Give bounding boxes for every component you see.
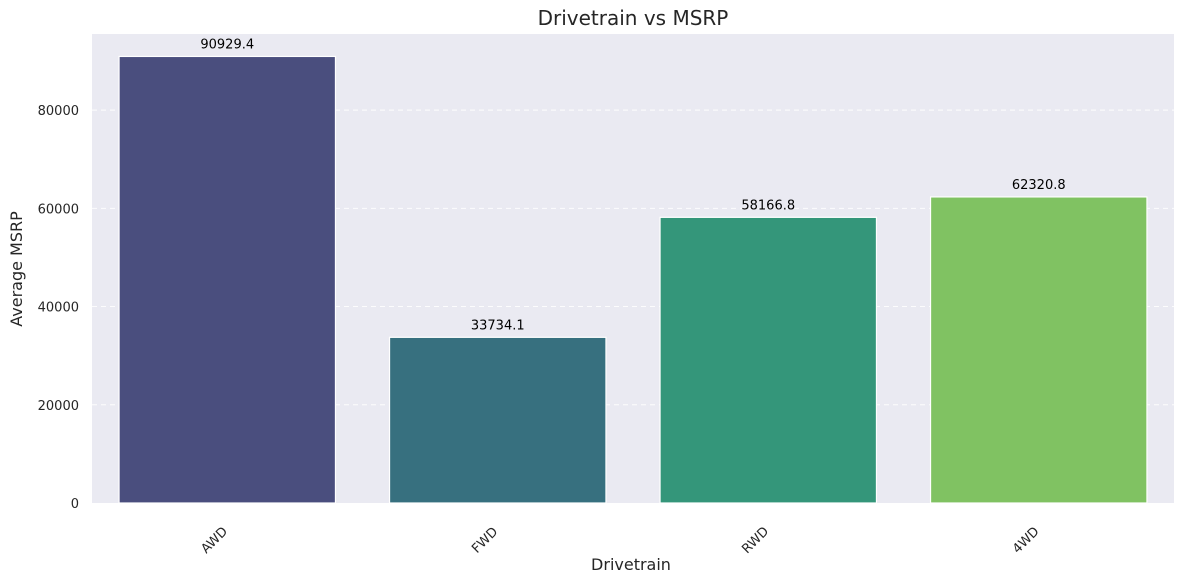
chart-title: Drivetrain vs MSRP <box>538 6 729 30</box>
y-tick-label: 0 <box>71 497 79 512</box>
x-tick-label: RWD <box>739 524 772 557</box>
y-tick-label: 80000 <box>38 104 79 119</box>
x-tick-label: AWD <box>198 524 231 557</box>
x-tick-label: 4WD <box>1010 524 1043 557</box>
bar-4wd <box>929 196 1148 504</box>
data-label: 62320.8 <box>1012 178 1066 193</box>
x-axis-label: Drivetrain <box>591 555 671 574</box>
y-tick-label: 60000 <box>38 202 79 217</box>
y-axis-label: Average MSRP <box>7 211 26 327</box>
y-tick-label: 40000 <box>38 301 79 316</box>
x-tick-label: FWD <box>469 524 501 556</box>
data-labels: 90929.4 33734.1 58166.8 62320.8 <box>200 37 1065 333</box>
bar-fwd <box>388 336 607 504</box>
bar-awd <box>118 55 337 504</box>
y-tick-label: 20000 <box>38 399 79 414</box>
data-label: 33734.1 <box>471 318 525 333</box>
y-axis-ticks: 0 20000 40000 60000 80000 <box>38 104 79 512</box>
data-label: 90929.4 <box>200 37 254 52</box>
bars <box>118 55 1148 504</box>
bar-rwd <box>659 216 878 504</box>
data-label: 58166.8 <box>741 198 795 213</box>
x-axis-ticks: AWD FWD RWD 4WD <box>198 524 1042 557</box>
